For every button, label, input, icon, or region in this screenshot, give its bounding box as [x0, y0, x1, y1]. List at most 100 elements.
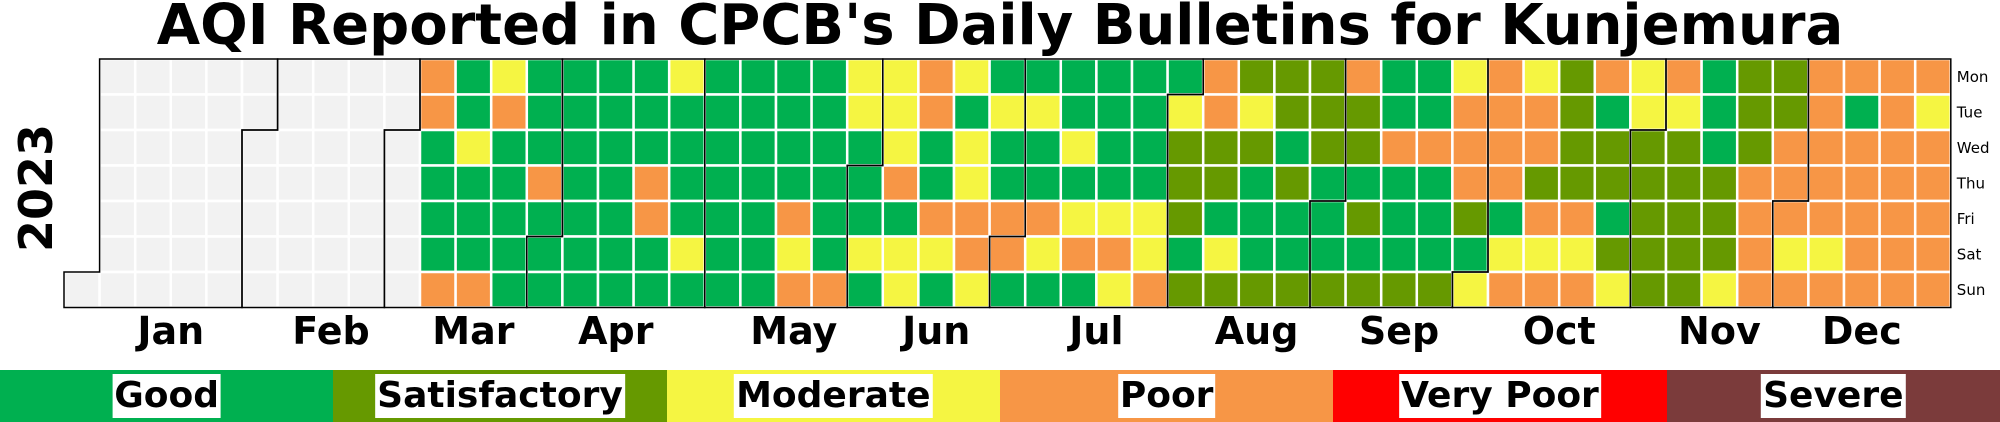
day-cell [881, 270, 920, 309]
day-cell [561, 270, 600, 309]
day-cell [774, 199, 813, 238]
weekday-label: Tue [1956, 103, 1983, 121]
day-cell [1023, 199, 1063, 238]
day-cell [1629, 128, 1668, 167]
month-label: Jan [134, 309, 204, 353]
day-cell [1130, 199, 1169, 238]
day-cell [169, 57, 208, 96]
weekday-label: Sat [1957, 245, 1982, 263]
day-cell [1629, 235, 1668, 274]
day-cell [774, 270, 813, 309]
day-cell [1166, 128, 1205, 167]
day-cell [276, 199, 315, 238]
day-cell [240, 128, 279, 167]
day-cell [1095, 199, 1134, 238]
day-cell [1593, 57, 1632, 96]
day-cell [454, 57, 493, 96]
day-cell [1379, 57, 1419, 96]
weekday-labels: Mon Tue Wed Thu Fri Sat Sun [1956, 68, 1990, 299]
weekday-label: Fri [1957, 210, 1975, 228]
day-cell [169, 270, 208, 309]
day-cell [1023, 128, 1063, 167]
day-cell [1593, 235, 1632, 274]
day-cell [1308, 164, 1347, 203]
day-cell [774, 164, 813, 203]
day-cell [133, 199, 173, 238]
day-cell [845, 57, 885, 96]
day-cell [1557, 199, 1597, 238]
day-cell [1379, 128, 1419, 167]
legend-item: Good [0, 370, 334, 422]
day-cell [205, 270, 244, 309]
day-cell [632, 57, 671, 96]
day-cell [1807, 93, 1846, 132]
day-cell [1593, 270, 1632, 309]
day-cell [739, 270, 778, 309]
day-cell [240, 93, 279, 132]
day-cell [1593, 93, 1632, 132]
day-cell [667, 235, 707, 274]
day-cell [454, 93, 493, 132]
day-cell [1913, 93, 1953, 132]
day-cell [952, 199, 991, 238]
day-cell [1522, 128, 1561, 167]
day-cell [952, 270, 991, 309]
legend-label: Moderate [734, 374, 933, 418]
day-cell [632, 164, 671, 203]
year-label: 2023 [9, 124, 63, 252]
day-cell [1451, 164, 1490, 203]
weekday-label: Wed [1957, 139, 1990, 157]
day-cell [1557, 93, 1597, 132]
day-cell [1913, 128, 1953, 167]
day-cell [1878, 164, 1917, 203]
day-cell [489, 235, 529, 274]
day-cell [1629, 57, 1668, 96]
day-cell [1166, 93, 1205, 132]
day-cell [667, 199, 707, 238]
day-cell [596, 199, 635, 238]
day-cell [1557, 128, 1597, 167]
day-cell [1308, 270, 1347, 309]
day-cell [810, 164, 849, 203]
day-cell [311, 235, 351, 274]
day-cell [1842, 235, 1881, 274]
day-cell [1344, 199, 1383, 238]
month-labels: Jan Feb Mar Apr May Jun Jul Aug Sep Oct Nov Dec [134, 309, 1901, 353]
day-cell [240, 199, 279, 238]
month-label: Jun [899, 309, 970, 353]
day-cell [1913, 57, 1953, 96]
day-cell [917, 93, 956, 132]
day-cell [1842, 57, 1881, 96]
month-label: Nov [1678, 309, 1761, 353]
day-cell [169, 235, 208, 274]
day-cell [1059, 270, 1098, 309]
day-cell [418, 93, 457, 132]
day-cell [1557, 235, 1597, 274]
day-cell [489, 93, 529, 132]
day-cell [240, 164, 279, 203]
day-cell [205, 199, 244, 238]
day-cell [489, 57, 529, 96]
day-cell [561, 235, 600, 274]
day-cell [1451, 235, 1490, 274]
day-cell [1771, 235, 1810, 274]
day-cell [1379, 93, 1419, 132]
day-cell [1735, 270, 1775, 309]
day-cell [1557, 270, 1597, 309]
day-cell [1878, 128, 1917, 167]
day-cell [1095, 128, 1134, 167]
day-cell [1700, 199, 1739, 238]
day-cell [276, 235, 315, 274]
day-cell [133, 235, 173, 274]
day-cell [1166, 235, 1205, 274]
day-cell [1415, 270, 1454, 309]
day-cell [596, 128, 635, 167]
day-cell [347, 93, 386, 132]
day-cell [133, 270, 173, 309]
legend-label: Severe [1761, 374, 1906, 418]
day-cell [1379, 164, 1419, 203]
day-cell [1557, 164, 1597, 203]
day-cell [454, 199, 493, 238]
day-cell [1878, 199, 1917, 238]
day-cell [1878, 270, 1917, 309]
